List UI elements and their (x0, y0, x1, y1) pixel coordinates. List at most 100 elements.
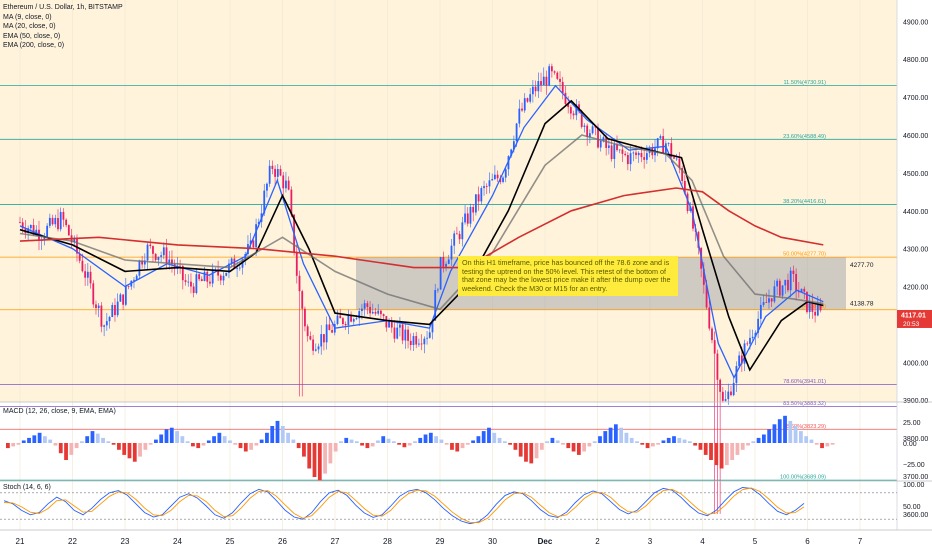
stoch-legend[interactable]: Stoch (14, 6, 6) (3, 484, 51, 491)
x-tick-label: 7 (858, 537, 863, 546)
candle-body (469, 206, 472, 224)
price-axis[interactable]: 4900.00 4800.00 4700.00 4600.00 4500.00 4400.… (896, 0, 932, 550)
candle-body (675, 158, 678, 160)
macd-bar (275, 420, 280, 443)
candle-body (464, 213, 466, 223)
indicator-ma9[interactable]: MA (9, close, 0) (3, 13, 52, 21)
macd-bar (349, 439, 354, 443)
candle-body (670, 143, 673, 158)
candle-body (377, 310, 380, 314)
candle-body (572, 113, 575, 116)
stoch-tick-label: 50.00 (903, 504, 921, 511)
macd-bar (740, 443, 745, 450)
candle-body (808, 301, 811, 313)
macd-bar (354, 441, 359, 443)
macd-bar (587, 443, 592, 447)
candle-body (439, 257, 442, 290)
indicator-ema50[interactable]: EMA (50, close, 0) (3, 32, 61, 40)
y-tick-label: 4200.00 (903, 285, 928, 292)
candle-body (320, 334, 323, 347)
macd-bar (243, 443, 248, 452)
candle-body (474, 194, 477, 213)
candle-body (225, 272, 228, 276)
macd-bar (830, 443, 835, 445)
candle-body (588, 133, 591, 137)
candle-body (594, 126, 597, 128)
macd-bar (756, 437, 761, 443)
candle-body (773, 286, 776, 302)
candle-body (453, 233, 456, 246)
stoch-pane[interactable]: 100.00 50.00 (0, 482, 925, 525)
macd-bar (814, 443, 819, 445)
stoch-axis: 100.00 50.00 (903, 482, 925, 511)
macd-bar (767, 429, 772, 443)
candle-body (358, 311, 361, 319)
macd-bar (228, 440, 232, 443)
candle-body (181, 265, 184, 281)
candle-body (325, 324, 328, 343)
macd-bar (32, 435, 37, 443)
macd-bar (545, 441, 550, 443)
indicator-ma20[interactable]: MA (20, close, 0) (3, 23, 56, 30)
candle-body (276, 169, 279, 177)
candle-body (735, 366, 738, 383)
candle-body (116, 301, 119, 316)
macd-bar (381, 436, 386, 443)
candle-body (472, 206, 475, 213)
candle-body (114, 304, 116, 316)
candle-body (613, 144, 616, 160)
macd-bar (21, 440, 26, 443)
candle-body (540, 81, 542, 86)
macd-bar (391, 441, 396, 443)
candle-body (352, 319, 355, 322)
pane-separators[interactable] (0, 401, 932, 531)
macd-bar (117, 443, 121, 450)
candle-body (724, 399, 727, 401)
macd-pane[interactable]: 25.00 0.00 −25.00 (6, 415, 925, 481)
time-axis[interactable]: 21 22 23 24 25 26 27 28 29 30 Dec 2 3 4 5 6 7 (16, 537, 863, 546)
indicator-ema200[interactable]: EMA (200, close, 0) (3, 42, 65, 49)
candle-body (363, 303, 366, 309)
macd-bar (302, 443, 306, 457)
macd-bar (640, 443, 645, 445)
x-tick-label: Dec (538, 537, 553, 546)
macd-bar (233, 443, 238, 445)
candle-body (426, 337, 428, 339)
annotation-note[interactable]: On this H1 timeframe, price has bounced … (458, 256, 678, 297)
macd-legend[interactable]: MACD (12, 26, close, 9, EMA, EMA) (3, 408, 116, 415)
macd-bar (175, 431, 179, 443)
y-tick-label: 4400.00 (903, 209, 928, 216)
candles (19, 63, 822, 514)
macd-bar (502, 441, 507, 443)
candle-body (442, 257, 445, 267)
candle-body (399, 324, 401, 328)
candle-body (586, 125, 589, 137)
candle-body (124, 286, 127, 305)
candle-body (681, 168, 684, 181)
candle-body (119, 294, 122, 302)
candle-body (92, 283, 95, 305)
candle-body (635, 152, 637, 156)
candle-body (241, 259, 244, 268)
macd-bar (74, 443, 79, 449)
macd-bar (724, 443, 729, 466)
candle-body (65, 219, 68, 226)
candle-body (149, 244, 152, 247)
candle-body (407, 329, 409, 341)
macd-bar (444, 443, 449, 445)
candle-body (152, 246, 154, 254)
macd-bar (481, 431, 486, 443)
candle-body (67, 225, 70, 236)
candle-body (575, 104, 578, 116)
y-tick-label: 4700.00 (903, 95, 928, 102)
candle-body (415, 336, 418, 345)
macd-bar (360, 443, 364, 446)
candle-body (81, 260, 84, 272)
macd-bar (619, 427, 624, 443)
candle-body (350, 314, 352, 322)
macd-bar (613, 424, 618, 443)
candle-body (393, 327, 396, 339)
candle-body (512, 141, 515, 150)
